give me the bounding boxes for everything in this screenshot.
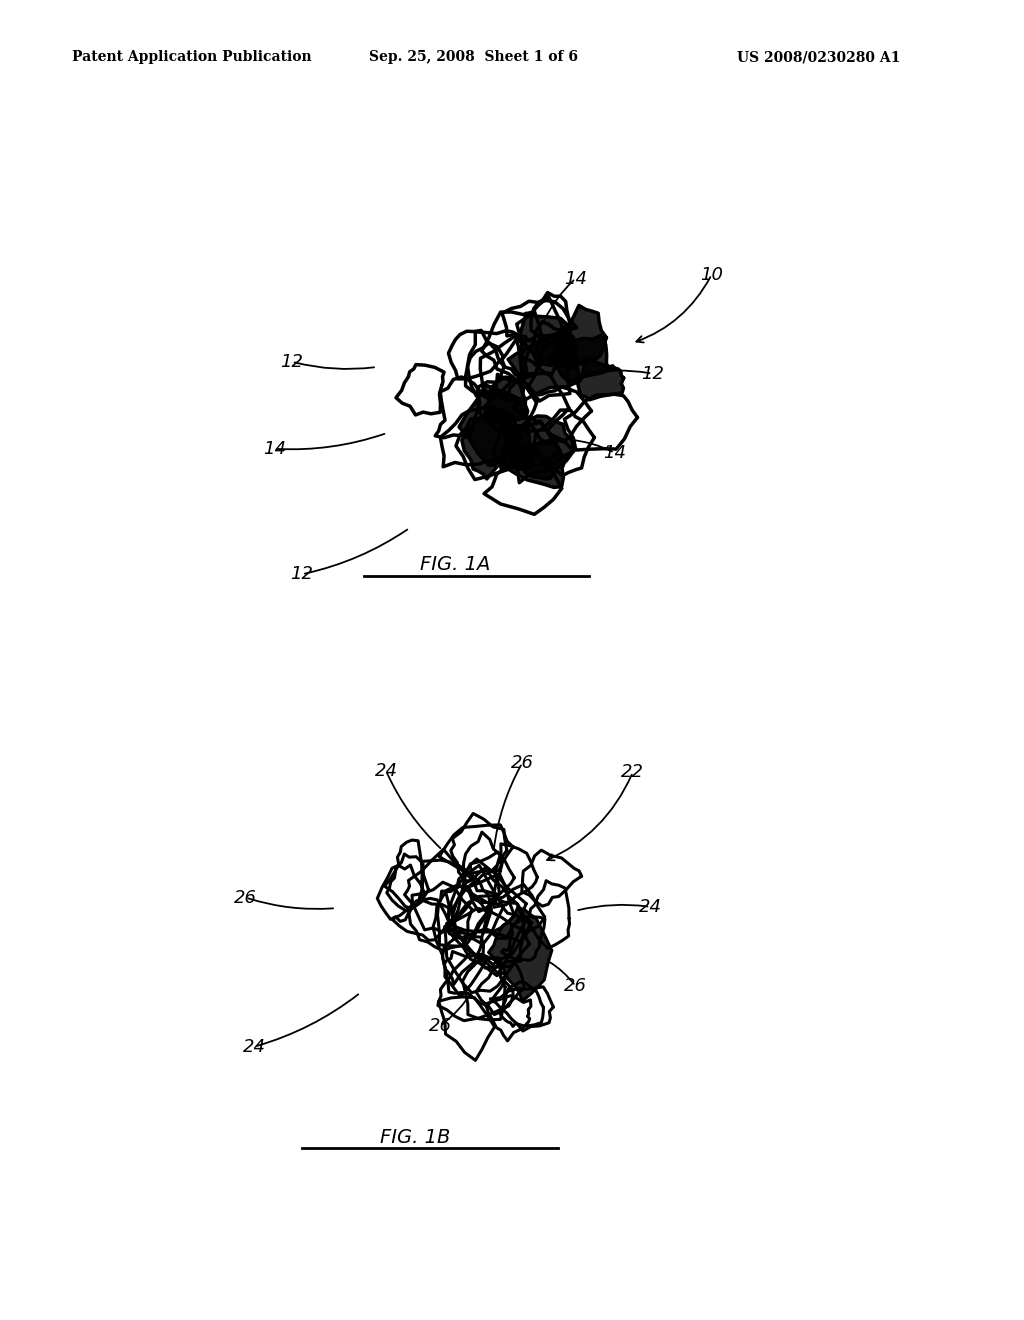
Polygon shape	[459, 385, 534, 467]
Text: 26: 26	[511, 754, 534, 772]
Text: 26: 26	[429, 1016, 452, 1035]
Polygon shape	[549, 334, 614, 381]
Text: 12: 12	[641, 364, 664, 383]
Text: 14: 14	[564, 269, 587, 288]
Text: 24: 24	[375, 762, 397, 780]
Text: 14: 14	[603, 444, 626, 462]
Text: 12: 12	[291, 565, 313, 583]
Text: 10: 10	[700, 265, 723, 284]
Text: 14: 14	[263, 440, 286, 458]
Text: Sep. 25, 2008  Sheet 1 of 6: Sep. 25, 2008 Sheet 1 of 6	[369, 50, 578, 65]
Polygon shape	[551, 305, 606, 364]
Polygon shape	[509, 416, 573, 479]
Polygon shape	[578, 358, 624, 400]
Polygon shape	[488, 907, 552, 1001]
Text: 22: 22	[622, 763, 644, 781]
Text: 12: 12	[281, 352, 303, 371]
Polygon shape	[502, 440, 566, 487]
Text: 24: 24	[243, 1038, 265, 1056]
Text: FIG. 1A: FIG. 1A	[421, 556, 490, 574]
Polygon shape	[518, 313, 577, 368]
Polygon shape	[487, 375, 527, 421]
Text: 24: 24	[639, 898, 662, 916]
Polygon shape	[462, 407, 521, 479]
Text: 26: 26	[234, 888, 257, 907]
Text: US 2008/0230280 A1: US 2008/0230280 A1	[737, 50, 901, 65]
Text: Patent Application Publication: Patent Application Publication	[72, 50, 311, 65]
Polygon shape	[508, 327, 580, 395]
Text: 26: 26	[564, 977, 587, 995]
Text: FIG. 1B: FIG. 1B	[380, 1129, 450, 1147]
